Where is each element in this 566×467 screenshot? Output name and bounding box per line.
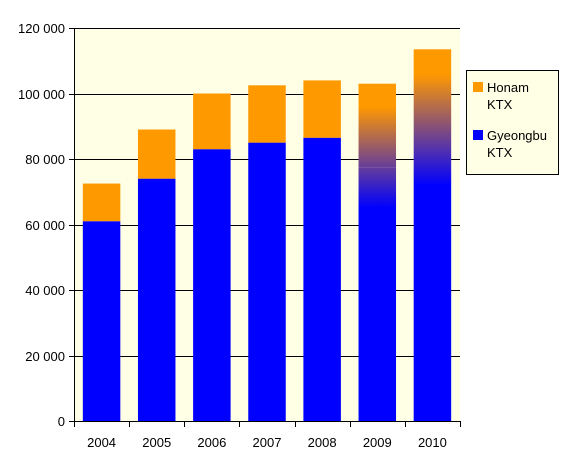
bar-honam-2009: [358, 83, 397, 168]
legend-swatch-honam: [473, 82, 483, 92]
x-tick-label: 2009: [363, 435, 392, 450]
y-tick-label: 0: [58, 414, 65, 429]
legend: Honam KTX Gyeongbu KTX: [466, 70, 559, 175]
x-tick-label: 2007: [253, 435, 282, 450]
bar-gyeongbu-2007: [248, 142, 286, 421]
legend-label: Gyeongbu: [487, 128, 547, 143]
y-tick-label: 120 000: [18, 21, 65, 36]
x-tick-label: 2005: [142, 435, 171, 450]
y-tick-label: 20 000: [25, 349, 65, 364]
legend-label: KTX: [487, 97, 513, 112]
bar-gyeongbu-2006: [193, 149, 231, 422]
bar-honam-2006: [193, 93, 231, 150]
bar-honam-2004: [82, 183, 121, 222]
x-tick-label: 2008: [308, 435, 337, 450]
y-tick-label: 80 000: [25, 152, 65, 167]
x-tick-label: 2004: [87, 435, 116, 450]
legend-label: Honam: [487, 80, 529, 95]
x-tick-label: 2010: [418, 435, 447, 450]
bar-honam-2007: [248, 85, 286, 143]
y-tick-label: 100 000: [18, 87, 65, 102]
x-tick-label: 2006: [197, 435, 226, 450]
legend-label: KTX: [487, 145, 513, 160]
x-axis-tick-labels: 2004 2005 2006 2007 2008 2009 2010: [87, 435, 447, 450]
bar-honam-2008: [303, 80, 341, 138]
legend-swatch-gyeongbu: [473, 130, 483, 140]
y-tick-label: 40 000: [25, 283, 65, 298]
bar-gyeongbu-2004: [82, 221, 121, 421]
axes: [69, 28, 461, 427]
y-axis-tick-labels: 0 20 000 40 000 60 000 80 000 100 000 120 000: [18, 21, 65, 429]
bar-honam-2005: [137, 129, 176, 179]
bar-gyeongbu-2005: [137, 178, 176, 421]
bar-gyeongbu-2010: [413, 140, 452, 422]
bars: [82, 49, 452, 422]
bar-gyeongbu-2009: [358, 167, 397, 421]
bar-gyeongbu-2008: [303, 137, 341, 421]
y-tick-label: 60 000: [25, 218, 65, 233]
bar-honam-2010: [413, 49, 452, 141]
